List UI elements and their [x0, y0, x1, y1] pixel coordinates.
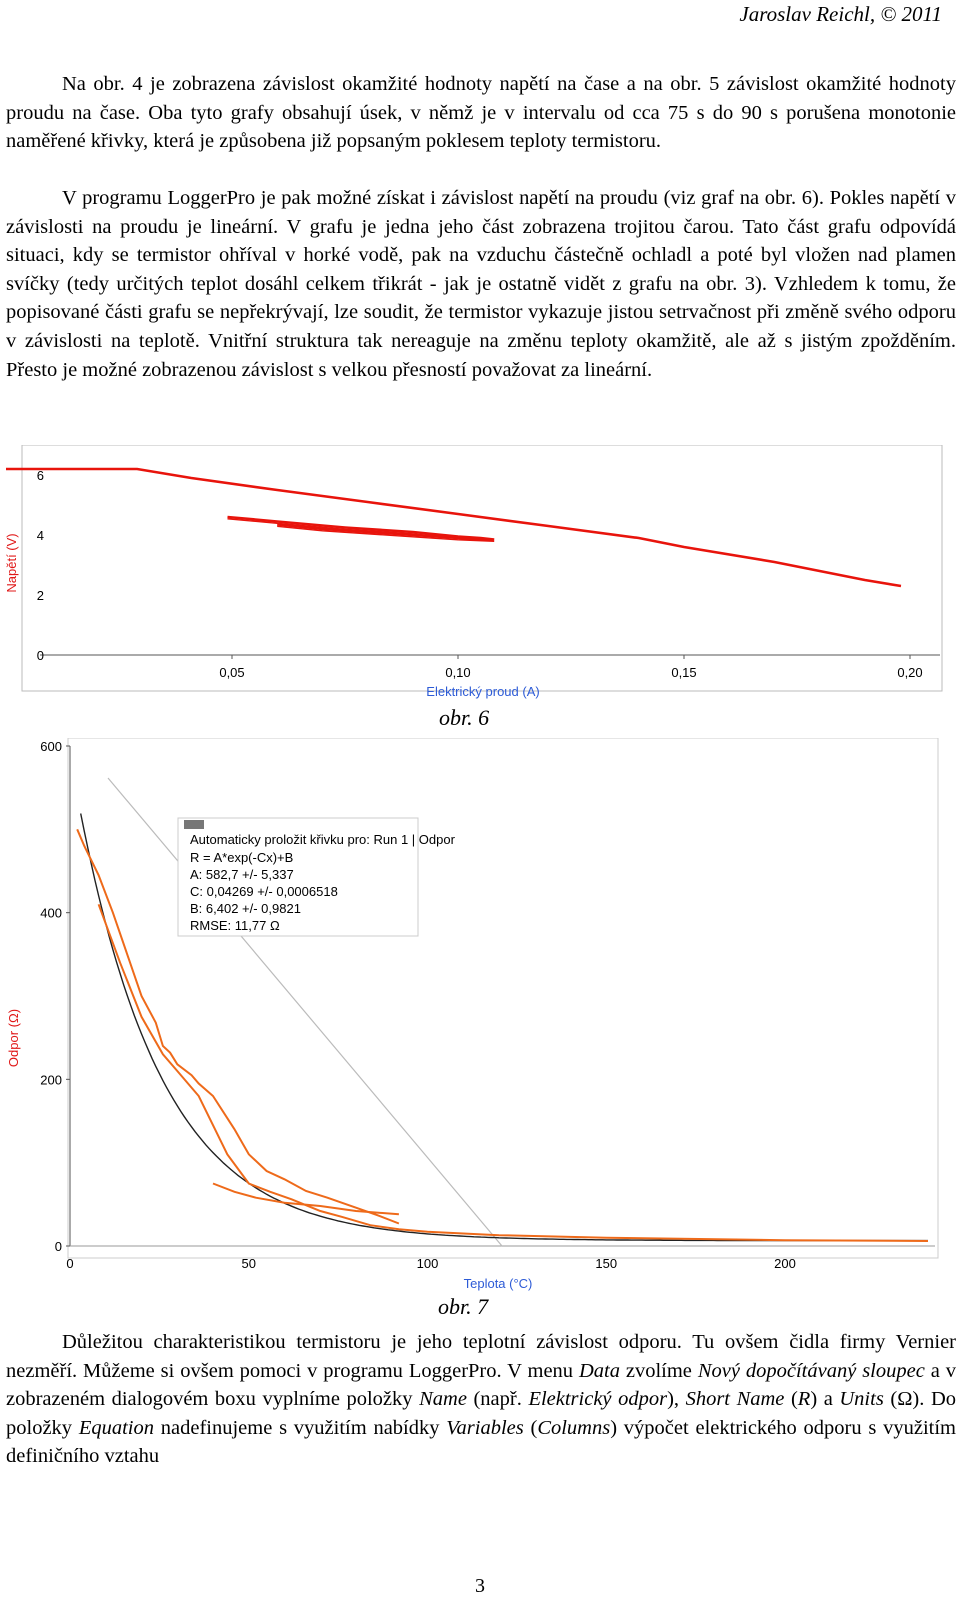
figure-6: 0,05 0,10 0,15 0,20 0 2 4 6 Napětí (V) Elektric… [0, 444, 945, 715]
chart-6-x-tick-label: 0,20 [897, 665, 922, 680]
paragraph-2: V programu LoggerPro je pak možné získat… [6, 184, 956, 384]
fit-box-line: RMSE: 11,77 Ω [190, 918, 280, 933]
chart-7-xlabel: Teplota (°C) [464, 1276, 533, 1291]
chart-6-frame [21, 444, 943, 692]
chart-7-ylabel: Odpor (Ω) [6, 1009, 21, 1067]
fit-box-title: Automaticky proložit křivku pro: Run 1 |… [190, 832, 456, 847]
p3-text: ) a [810, 1388, 840, 1411]
chart-6-y-tick-label: 4 [37, 528, 44, 543]
p3-italic: Name [419, 1388, 467, 1411]
chart-6-x-tick-label: 0,10 [445, 665, 470, 680]
p3-text: a v zobrazeném dialogovém boxu vyplníme … [6, 1359, 956, 1411]
chart-6-y-tick-label: 0 [37, 648, 44, 663]
chart-7-y-tick-label: 600 [40, 739, 62, 754]
p3-italic: Data [578, 1359, 620, 1382]
chart-6-series-2 [227, 515, 495, 541]
chart-7-x-tick-label: 150 [595, 1256, 617, 1271]
p3-text: (Ω). Do položky [6, 1388, 957, 1439]
fit-box-handle-icon [184, 820, 204, 829]
chart-6-series-1 [6, 467, 902, 588]
voltage-current-chart: 0,05 0,10 0,15 0,20 0 2 4 6 Napětí (V) Elektric… [4, 444, 943, 699]
p3-italic: Units [839, 1388, 884, 1411]
p3-text: zvolíme [619, 1359, 698, 1382]
fit-box-line: C: 0,04269 +/- 0,0006518 [190, 884, 338, 899]
chart-7-series-1 [76, 828, 400, 1225]
chart-6-xlabel: Elektrický proud (A) [426, 684, 539, 699]
p3-italic: Columns [537, 1416, 611, 1439]
chart-7-y-tick-label: 400 [40, 906, 62, 921]
chart-7-series-3 [212, 1182, 399, 1216]
fit-box-line: A: 582,7 +/- 5,337 [190, 867, 294, 882]
chart-6-series-2-strand [227, 518, 495, 542]
p3-text: ), [667, 1388, 686, 1411]
paragraph-3: Důležitou charakteristikou termistoru je… [6, 1328, 956, 1471]
p3-text: ) výpočet elektrického odporu s využitím… [6, 1416, 956, 1468]
fit-box-line: R = A*exp(-Cx)+B [190, 850, 293, 865]
fit-box-line: B: 6,402 +/- 0,9821 [190, 901, 301, 916]
p3-italic: Short Name [685, 1388, 785, 1411]
page-number: 3 [475, 1575, 485, 1597]
p3-italic: Variables [446, 1416, 524, 1439]
chart-7-y-tick-label: 200 [40, 1072, 62, 1087]
paragraph-2-text: V programu LoggerPro je pak možné získat… [6, 187, 956, 381]
resistance-temperature-chart: 0 50 100 150 200 0 200 400 600 Automaticky prolo… [6, 737, 939, 1291]
p3-italic: Nový dopočítávaný sloupec [697, 1359, 925, 1382]
chart-7-tangent-line [107, 777, 503, 1247]
chart-6-y-tick-label: 6 [37, 468, 44, 483]
p3-italic: R [797, 1388, 811, 1411]
p3-text: (např. [466, 1388, 529, 1411]
fit-box-bg [177, 817, 419, 937]
chart-7-x-tick-label: 0 [66, 1256, 73, 1271]
chart-7-y-tick-label: 0 [55, 1239, 62, 1254]
chart-7-x-tick-label: 200 [774, 1256, 796, 1271]
p3-text: nadefinujeme s využitím nabídky [153, 1416, 447, 1439]
page-header: Jaroslav Reichl, © 2011 [739, 2, 942, 26]
chart-7-series-2 [97, 903, 929, 1242]
chart-7-x-tick-label: 50 [242, 1256, 256, 1271]
p3-text: ( [523, 1416, 538, 1439]
fit-info-box[interactable]: Automaticky proložit křivku pro: Run 1 |… [177, 817, 456, 937]
chart-6-x-tick-label: 0,05 [219, 665, 244, 680]
chart-6-y-tick-label: 2 [37, 588, 44, 603]
chart-7-frame [67, 737, 939, 1259]
paragraph-1-text: Na obr. 4 je zobrazena závislost okamžit… [6, 73, 956, 153]
p3-text: Důležitou charakteristikou termistoru je… [6, 1331, 956, 1382]
caption-6: obr. 6 [439, 705, 490, 730]
caption-7: obr. 7 [438, 1294, 489, 1319]
p3-italic: Equation [78, 1416, 154, 1439]
figure-7: 0 50 100 150 200 0 200 400 600 Automaticky prolo… [0, 737, 945, 1303]
p3-text: ( [784, 1388, 798, 1411]
chart-7-x-tick-label: 100 [417, 1256, 439, 1271]
p3-italic: Elektrický odpor [528, 1388, 668, 1411]
chart-6-ylabel: Napětí (V) [4, 533, 19, 592]
paragraph-1: Na obr. 4 je zobrazena závislost okamžit… [6, 70, 956, 156]
chart-6-x-tick-label: 0,15 [671, 665, 696, 680]
